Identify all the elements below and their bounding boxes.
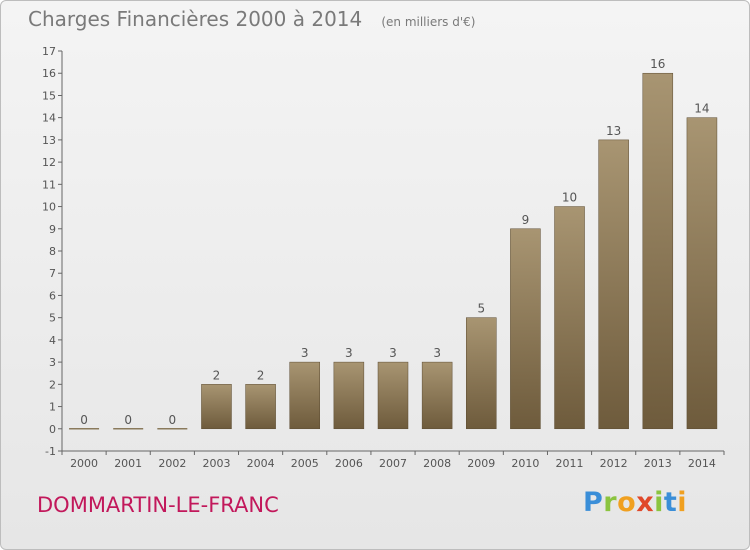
logo-letter: P xyxy=(583,487,604,518)
y-tick-label: 9 xyxy=(49,223,56,236)
x-tick-label: 2000 xyxy=(70,457,98,470)
y-tick-label: 3 xyxy=(49,356,56,369)
y-tick-label: 8 xyxy=(49,245,56,258)
bar-2004 xyxy=(245,384,276,430)
y-tick-label: 14 xyxy=(42,112,56,125)
y-tick-label: 4 xyxy=(49,334,56,347)
y-tick-label: 6 xyxy=(49,289,56,302)
x-tick-label: 2014 xyxy=(688,457,716,470)
value-label: 14 xyxy=(694,102,709,116)
value-label: 13 xyxy=(606,124,621,138)
bar-2012 xyxy=(598,139,629,430)
x-tick-label: 2011 xyxy=(556,457,584,470)
y-tick-label: 2 xyxy=(49,378,56,391)
bar-2011 xyxy=(554,206,585,430)
y-tick-label: 16 xyxy=(42,67,56,80)
bar-2008 xyxy=(421,361,453,430)
chart-subtitle: (en milliers d'€) xyxy=(381,15,476,29)
bar-2014 xyxy=(686,117,718,430)
commune-name: DOMMARTIN-LE-FRANC xyxy=(37,493,279,517)
bar-2003 xyxy=(201,384,232,430)
x-tick-label: 2006 xyxy=(335,457,363,470)
bar-2013 xyxy=(642,72,674,430)
x-tick-label: 2004 xyxy=(247,457,275,470)
logo-letter: t xyxy=(663,487,678,518)
x-tick-label: 2008 xyxy=(423,457,451,470)
y-tick-label: 11 xyxy=(42,178,56,191)
data-labels: 0 0 0 2 2 3 3 3 3 5 9 10 13 16 14 xyxy=(80,57,709,427)
value-label: 0 xyxy=(169,413,177,427)
value-label: 0 xyxy=(80,413,88,427)
title-row: Charges Financières 2000 à 2014 (en mill… xyxy=(28,7,475,31)
y-tick-label: 5 xyxy=(49,312,56,325)
value-label: 16 xyxy=(650,57,665,71)
logo-letter: i xyxy=(677,487,688,518)
x-tick-label: 2010 xyxy=(511,457,539,470)
value-label: 3 xyxy=(301,346,309,360)
x-tick-label: 2002 xyxy=(158,457,186,470)
y-tick-label: -1 xyxy=(45,445,56,458)
y-tick-label: 0 xyxy=(49,423,56,436)
bar-2006 xyxy=(333,361,365,430)
y-tick-label: 10 xyxy=(42,201,56,214)
bar-2010 xyxy=(510,228,541,430)
x-tick-label: 2001 xyxy=(114,457,142,470)
x-tick-label: 2013 xyxy=(644,457,672,470)
logo-letter: i xyxy=(654,487,664,518)
x-tick-label: 2007 xyxy=(379,457,407,470)
value-label: 3 xyxy=(433,346,441,360)
bar-2009 xyxy=(466,317,497,430)
value-label: 5 xyxy=(477,302,485,316)
x-tick-label: 2012 xyxy=(600,457,628,470)
value-label: 2 xyxy=(213,368,221,382)
y-tick-label: 7 xyxy=(49,267,56,280)
proxiti-logo[interactable]: Proxiti xyxy=(583,487,687,518)
value-label: 9 xyxy=(522,213,530,227)
y-tick-label: 17 xyxy=(42,45,56,58)
y-tick-label: 15 xyxy=(42,89,56,102)
logo-letter: o xyxy=(617,487,637,518)
x-tick-label: 2003 xyxy=(202,457,230,470)
logo-letter: x xyxy=(636,487,655,518)
y-tick-label: 1 xyxy=(49,401,56,414)
bar-2005 xyxy=(289,361,320,430)
value-label: 0 xyxy=(124,413,132,427)
bar-2007 xyxy=(377,361,409,430)
y-tick-label: 13 xyxy=(42,134,56,147)
x-tick-label: 2005 xyxy=(291,457,319,470)
y-tick-label: 12 xyxy=(42,156,56,169)
value-label: 3 xyxy=(345,346,353,360)
value-label: 2 xyxy=(257,368,265,382)
x-tick-label: 2009 xyxy=(467,457,495,470)
value-label: 10 xyxy=(562,191,577,205)
bars xyxy=(69,72,718,430)
value-label: 3 xyxy=(389,346,397,360)
chart-title: Charges Financières 2000 à 2014 xyxy=(28,7,363,31)
logo-letter: r xyxy=(603,487,618,518)
